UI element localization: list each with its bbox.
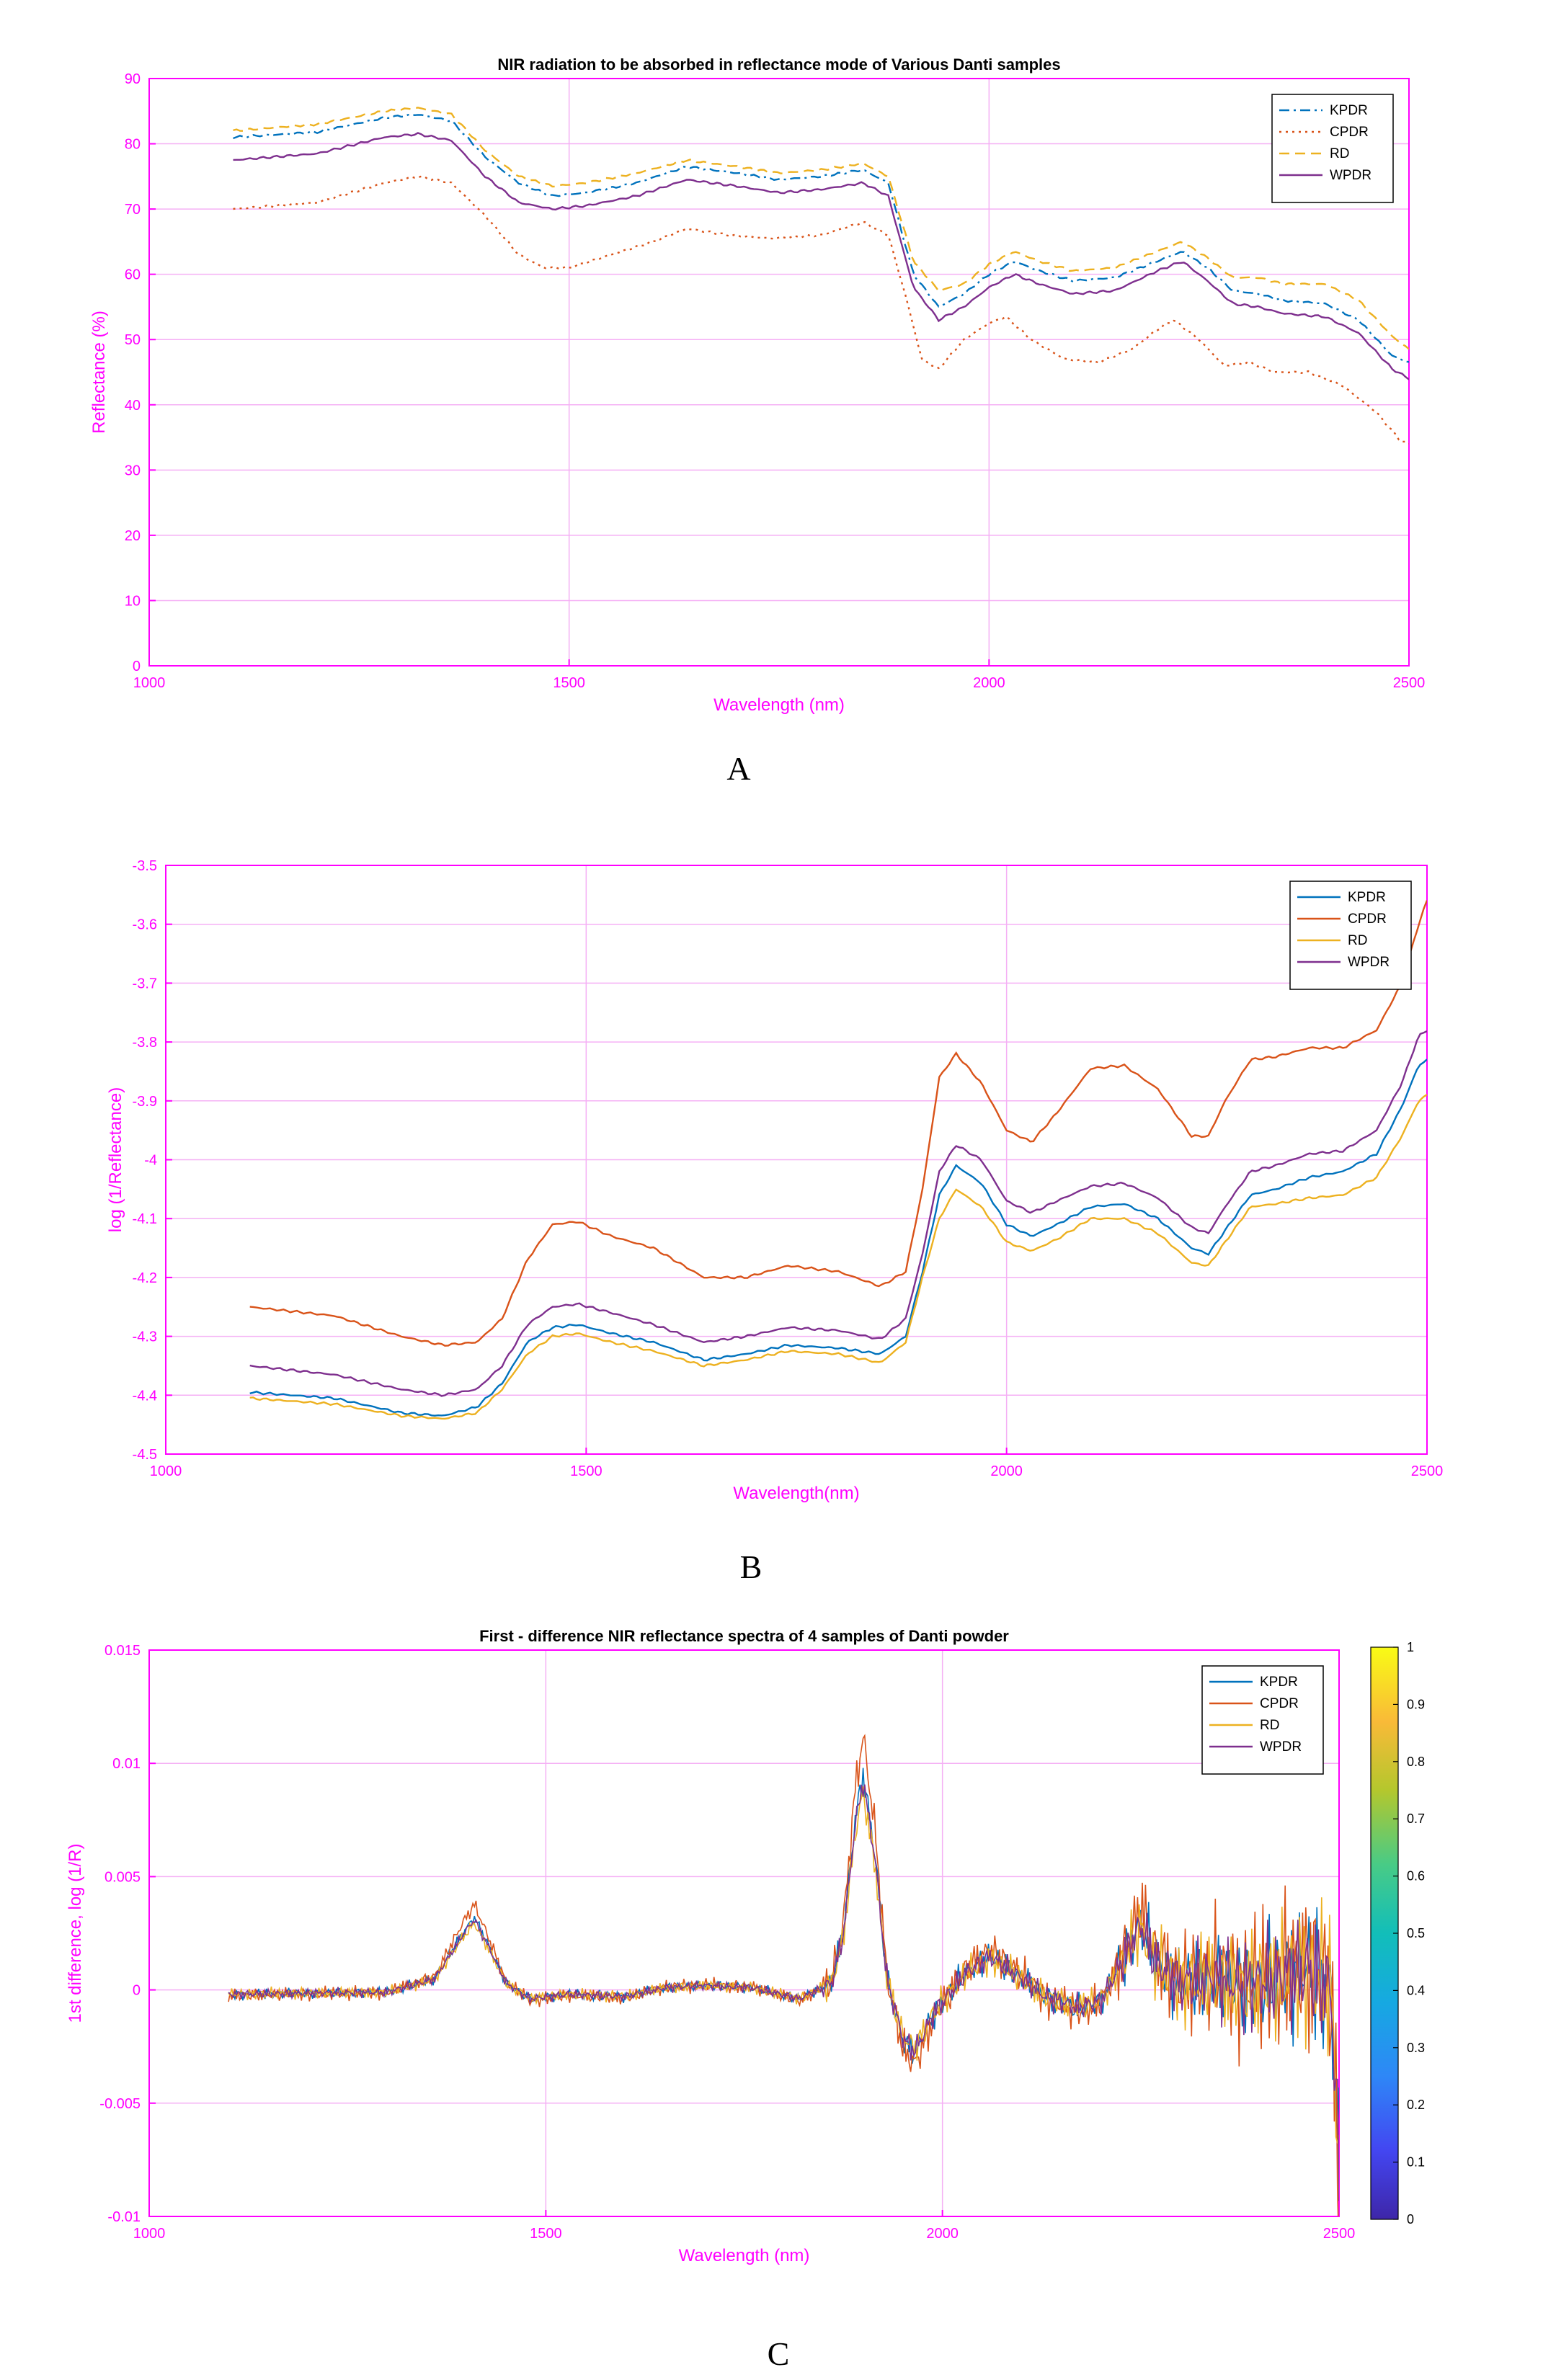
y-tick-label: -4 bbox=[144, 1153, 157, 1169]
legend-label: CPDR bbox=[1260, 1696, 1299, 1711]
axes-box bbox=[148, 78, 1410, 667]
y-tick-label: 0 bbox=[133, 659, 141, 674]
y-tick-label: -0.005 bbox=[99, 2096, 141, 2112]
legend-label: RD bbox=[1330, 146, 1349, 161]
panel-b-chart: 1000 1500 2000 2500 -4.5 -4.4 -4.3 -4.2 -4.1 -4 -3… bbox=[106, 858, 1443, 1503]
y-tick-label: -3.7 bbox=[133, 976, 157, 991]
y-tick-label: 0.005 bbox=[105, 1869, 141, 1885]
x-tick-label: 2500 bbox=[1323, 2226, 1356, 2242]
legend-box bbox=[1289, 881, 1412, 990]
y-axis-label: 1st difference, log (1/R) bbox=[66, 1843, 85, 2023]
chart-title: NIR radiation to be absorbed in reflecta… bbox=[497, 55, 1060, 73]
x-axis-label: Wavelength (nm) bbox=[713, 695, 845, 715]
x-tick-label: 1000 bbox=[133, 675, 166, 691]
y-axis-label: log (1/Reflectance) bbox=[106, 1087, 125, 1232]
series-line-cpdr bbox=[249, 900, 1427, 1347]
colorbar-tick-label: 0.7 bbox=[1407, 1811, 1425, 1826]
colorbar-tick-label: 0 bbox=[1407, 2212, 1414, 2227]
x-tick-label: 2500 bbox=[1393, 675, 1426, 691]
legend-label: RD bbox=[1348, 933, 1367, 948]
y-tick-label: 30 bbox=[125, 463, 141, 478]
panel-a-caption: A bbox=[726, 750, 750, 787]
y-tick-label: -3.5 bbox=[133, 858, 157, 874]
legend-label: CPDR bbox=[1348, 912, 1387, 927]
y-tick-label: -4.1 bbox=[133, 1211, 157, 1227]
x-tick-label: 1000 bbox=[150, 1463, 182, 1479]
y-tick-label: 80 bbox=[125, 137, 141, 153]
legend-label: KPDR bbox=[1260, 1675, 1298, 1690]
y-tick-label: 20 bbox=[125, 528, 141, 544]
y-tick-label: -3.9 bbox=[133, 1094, 157, 1110]
series-line-rd bbox=[233, 107, 1409, 350]
series-line-kpdr bbox=[249, 1058, 1427, 1417]
y-tick-label: -3.8 bbox=[133, 1035, 157, 1051]
colorbar-tick-label: 0.2 bbox=[1407, 2098, 1425, 2112]
series-line-wpdr bbox=[228, 1784, 1339, 2201]
x-tick-label: 2000 bbox=[926, 2226, 959, 2242]
colorbar-tick-label: 0.4 bbox=[1407, 1983, 1425, 1997]
x-tick-label: 2500 bbox=[1411, 1463, 1444, 1479]
legend-label: KPDR bbox=[1348, 890, 1386, 905]
y-tick-label: 0.015 bbox=[105, 1643, 141, 1659]
y-tick-label: 10 bbox=[125, 593, 141, 609]
series-line-wpdr bbox=[233, 132, 1409, 380]
legend-label: WPDR bbox=[1260, 1739, 1302, 1755]
legend-box bbox=[1271, 94, 1394, 203]
y-tick-label: -4.4 bbox=[133, 1388, 157, 1404]
series-line-rd bbox=[249, 1094, 1427, 1420]
x-tick-label: 1500 bbox=[530, 2226, 562, 2242]
y-tick-label: 0.01 bbox=[112, 1756, 141, 1772]
legend-label: KPDR bbox=[1330, 103, 1368, 118]
y-axis-label: Reflectance (%) bbox=[89, 311, 109, 434]
legend-box bbox=[1201, 1665, 1324, 1775]
x-tick-label: 2000 bbox=[990, 1463, 1023, 1479]
y-tick-label: -4.5 bbox=[133, 1447, 157, 1463]
panel-c-chart: 1000 1500 2000 2500 -0.01 -0.005 0 0.005 0.01 0.0… bbox=[66, 1627, 1425, 2265]
colorbar-tick-label: 0.1 bbox=[1407, 2155, 1425, 2170]
y-tick-label: 0 bbox=[133, 1983, 141, 1999]
panel-a-chart: 1000 1500 2000 2500 0 10 20 30 40 50 60 70 80 90 Wavel… bbox=[89, 55, 1425, 715]
x-tick-label: 1500 bbox=[570, 1463, 603, 1479]
chart-title: First - difference NIR reflectance spect… bbox=[479, 1627, 1009, 1645]
x-tick-label: 1000 bbox=[133, 2226, 166, 2242]
axes-box bbox=[148, 1649, 1340, 2217]
legend-label: RD bbox=[1260, 1718, 1279, 1733]
legend-label: CPDR bbox=[1330, 125, 1369, 140]
series-line-kpdr bbox=[233, 113, 1409, 363]
colorbar-tick-label: 0.3 bbox=[1407, 2041, 1425, 2055]
colorbar-tick-label: 1 bbox=[1407, 1640, 1414, 1654]
y-tick-label: -0.01 bbox=[107, 2209, 141, 2225]
y-tick-label: 50 bbox=[125, 332, 141, 348]
legend-label: WPDR bbox=[1330, 168, 1371, 183]
series-line-wpdr bbox=[249, 1030, 1427, 1397]
y-tick-label: -3.6 bbox=[133, 917, 157, 933]
legend-label: WPDR bbox=[1348, 955, 1390, 970]
y-tick-label: -4.2 bbox=[133, 1270, 157, 1286]
series-line-cpdr bbox=[233, 175, 1409, 445]
colorbar-tick-label: 0.6 bbox=[1407, 1869, 1425, 1884]
y-tick-label: 70 bbox=[125, 202, 141, 218]
x-tick-label: 2000 bbox=[973, 675, 1005, 691]
colorbar-tick-label: 0.8 bbox=[1407, 1755, 1425, 1769]
y-tick-label: 90 bbox=[125, 71, 141, 87]
panel-c-caption: C bbox=[768, 2335, 790, 2372]
y-tick-label: -4.3 bbox=[133, 1329, 157, 1345]
y-tick-label: 40 bbox=[125, 398, 141, 414]
colorbar-tick-label: 0.9 bbox=[1407, 1697, 1425, 1711]
x-tick-label: 1500 bbox=[553, 675, 585, 691]
panel-b-caption: B bbox=[740, 1548, 763, 1585]
y-tick-label: 60 bbox=[125, 267, 141, 283]
x-axis-label: Wavelength(nm) bbox=[733, 1484, 859, 1503]
x-axis-label: Wavelength (nm) bbox=[679, 2246, 810, 2265]
colorbar-tick-label: 0.5 bbox=[1407, 1926, 1425, 1940]
